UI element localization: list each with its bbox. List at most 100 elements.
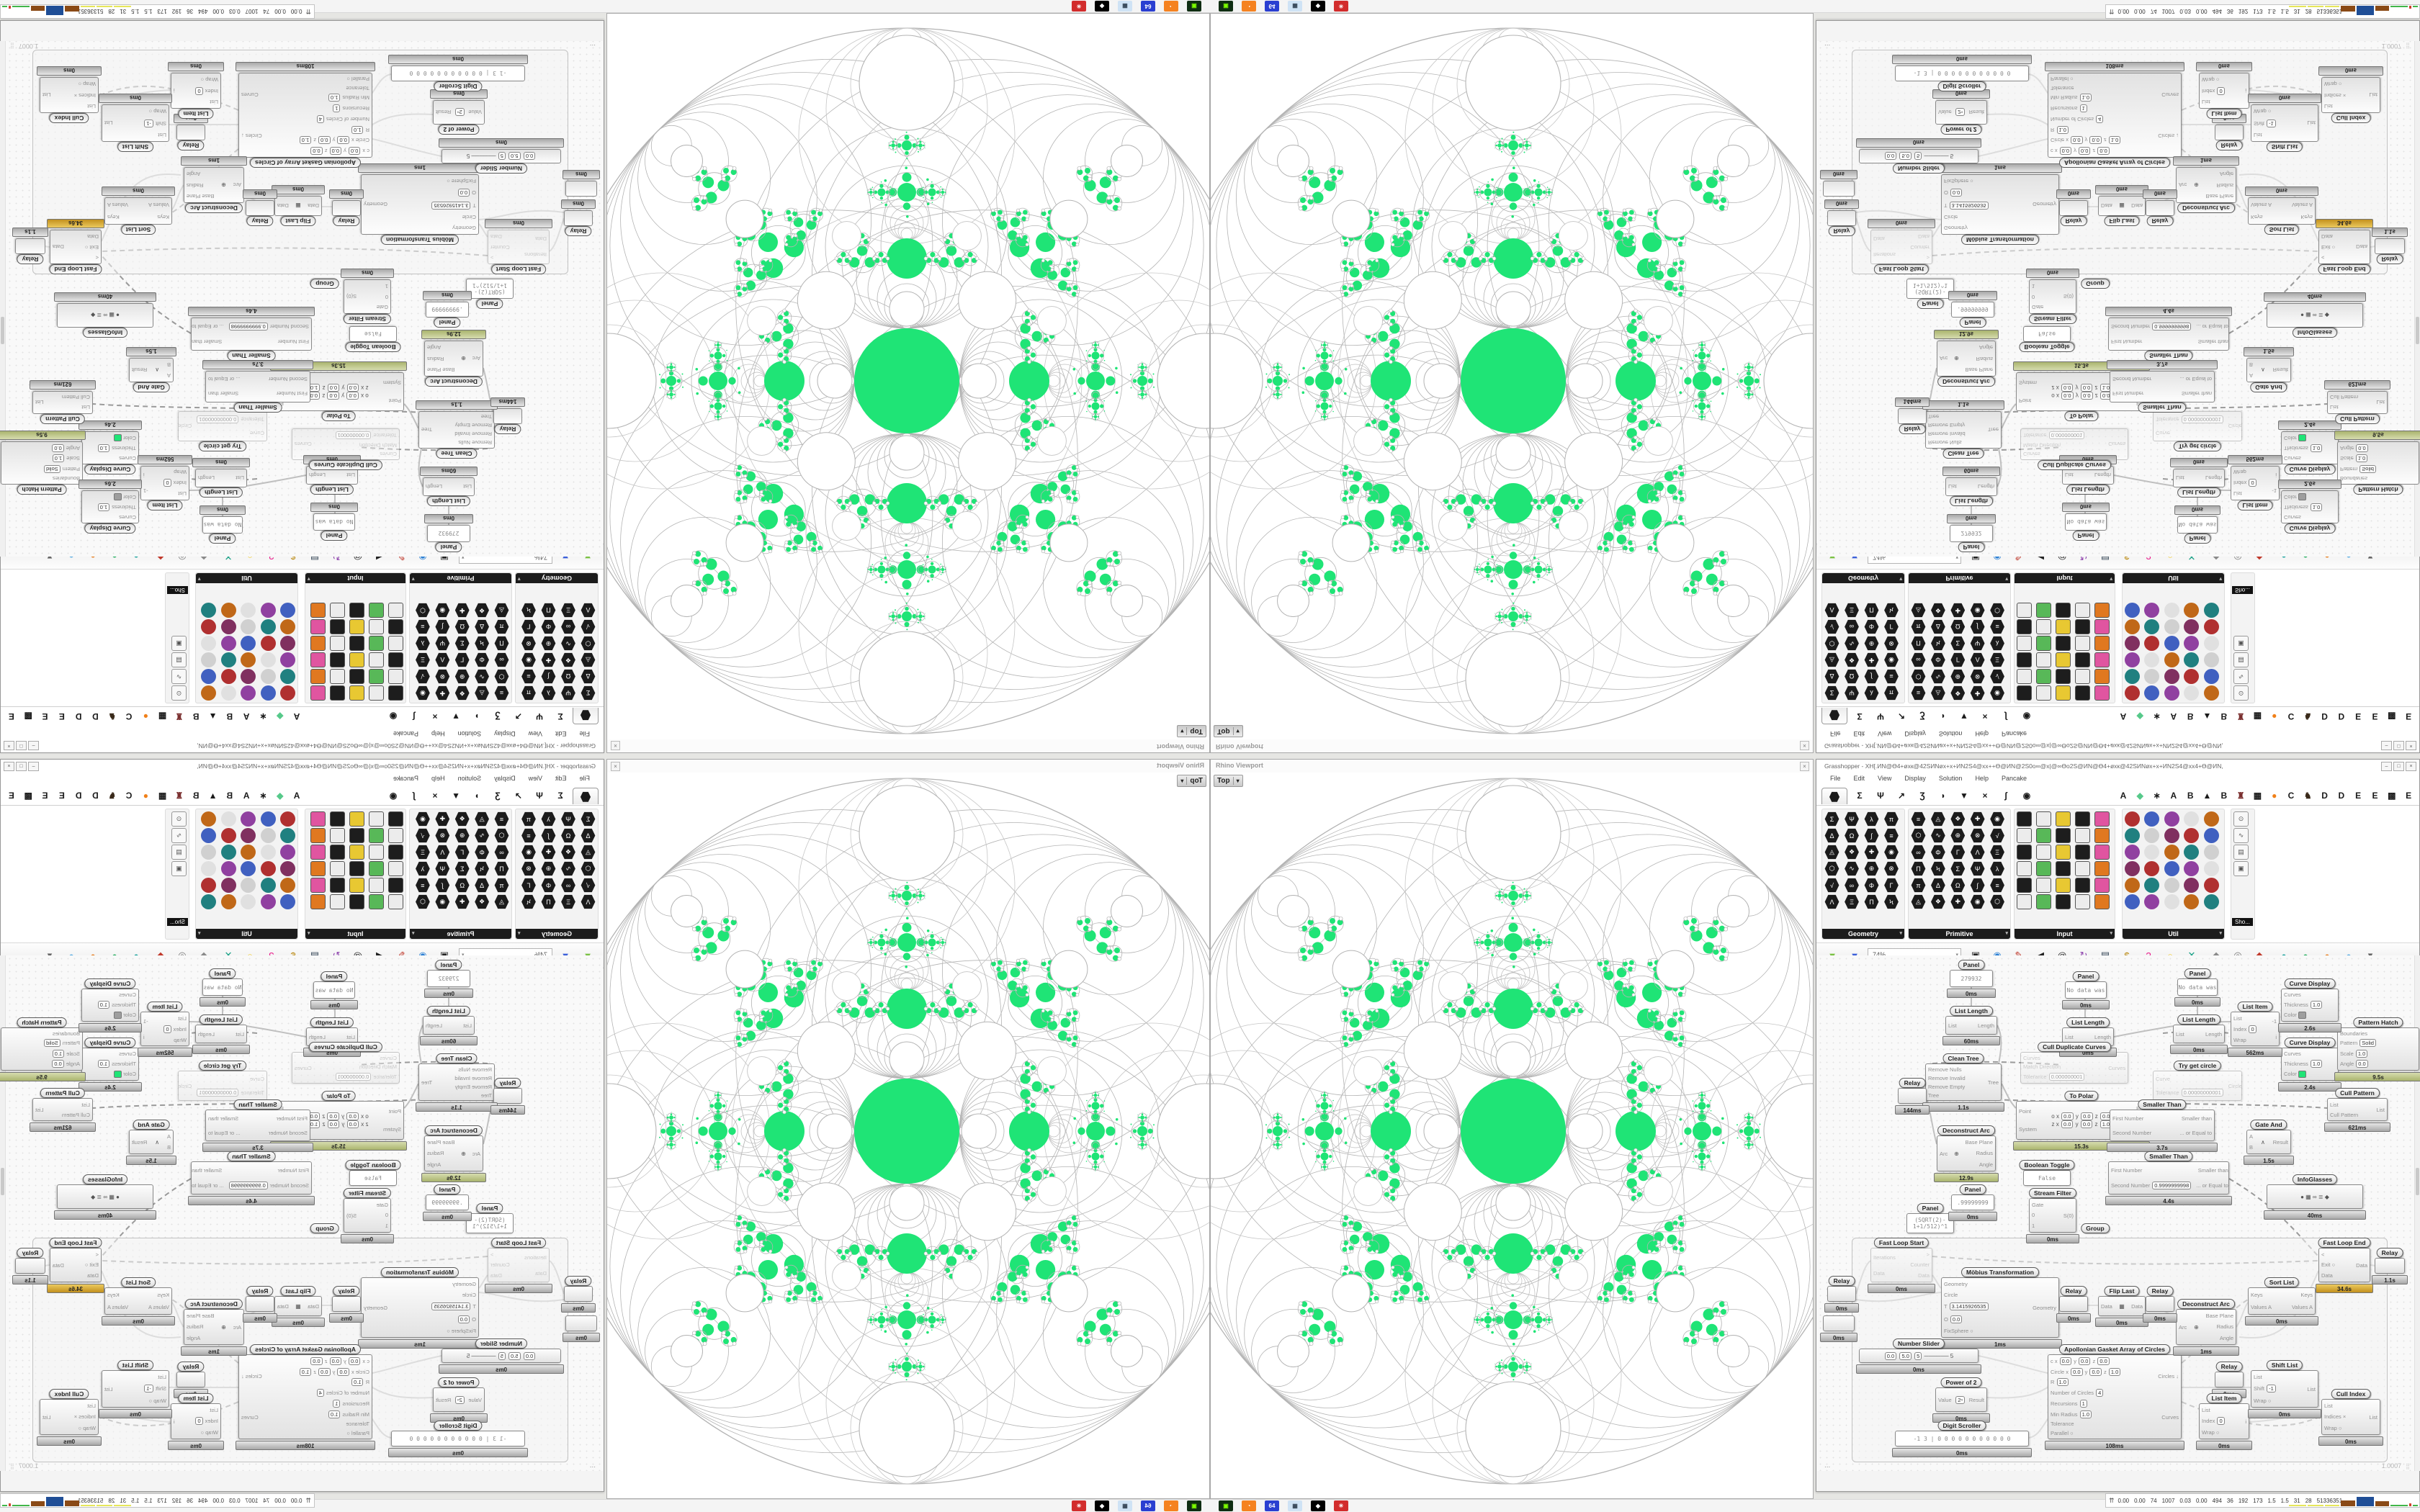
component-icon[interactable]: [330, 811, 345, 827]
component-icon[interactable]: λ: [1864, 811, 1879, 827]
component-icon[interactable]: Φ: [1864, 878, 1879, 893]
input-port[interactable]: List: [210, 1406, 218, 1413]
output-port[interactable]: Length: [309, 1033, 326, 1040]
value-chip[interactable]: 1.0: [328, 1410, 341, 1418]
tab-category-2[interactable]: Ψ: [536, 791, 543, 801]
input-port[interactable]: Thickness 1.0: [97, 1000, 136, 1009]
component-icon[interactable]: Ψ: [561, 811, 576, 827]
node-m-bius-transformation[interactable]: Geometry Circle T 3.1415926535 O 0.0 FixSphe…: [1941, 1277, 2059, 1338]
chevron-down-icon[interactable]: ▾: [1899, 931, 1902, 936]
value-chip[interactable]: 0.0: [2356, 1060, 2368, 1068]
output-port[interactable]: Length: [198, 1030, 215, 1038]
node-label-curve-display[interactable]: Curve Display: [84, 978, 136, 989]
component-icon[interactable]: [2164, 894, 2179, 909]
component-icon[interactable]: [2144, 894, 2160, 909]
canvas-scrollbar[interactable]: [2414, 955, 2420, 1471]
output-port[interactable]: Result: [132, 1138, 148, 1146]
node-relay[interactable]: [1898, 1088, 1927, 1104]
component-icon[interactable]: ◬: [1824, 845, 1839, 860]
component-icon[interactable]: Π: [541, 894, 556, 909]
component-icon[interactable]: Γ: [454, 845, 470, 860]
tab-plugin-0[interactable]: A: [2120, 791, 2127, 801]
node-label-flip-last[interactable]: Flip Last: [2104, 1286, 2140, 1296]
node-label-cull-index[interactable]: Cull Index: [2331, 1389, 2371, 1399]
close-icon[interactable]: ×: [1800, 762, 1809, 771]
output-port[interactable]: Angle: [427, 1161, 442, 1168]
component-icon[interactable]: ◬: [581, 845, 596, 860]
input-port[interactable]: Wrap ○: [200, 1429, 218, 1436]
node-label-digit-scroller[interactable]: Digit Scroller: [1937, 1421, 1986, 1431]
node-label-clean-tree[interactable]: Clean Tree: [436, 1053, 478, 1063]
value-chip[interactable]: 0.000000001: [2048, 1073, 2085, 1081]
value-chip[interactable]: 0.0: [457, 1315, 470, 1323]
tab-plugin-12[interactable]: D: [2321, 791, 2328, 801]
input-port[interactable]: Parallel ○: [346, 1430, 369, 1437]
ribbon-group-label[interactable]: Input ▾: [305, 929, 405, 939]
node-label-relay[interactable]: Relay: [177, 1362, 205, 1372]
node-label-curve-display[interactable]: Curve Display: [2284, 1038, 2336, 1048]
component-icon[interactable]: [2075, 861, 2090, 876]
node-number-slider[interactable]: 0.0 5.0 5 ────── 5: [442, 1349, 561, 1363]
input-port[interactable]: B: [2249, 1144, 2254, 1151]
node-panel[interactable]: No data was: [313, 981, 355, 999]
node-relay[interactable]: [1827, 1286, 1856, 1302]
value-chip[interactable]: 3.1415926535: [431, 1302, 471, 1311]
input-port[interactable]: Indices ×: [2324, 1413, 2347, 1421]
input-port[interactable]: List: [463, 1022, 472, 1029]
component-icon[interactable]: Γ: [521, 878, 537, 893]
node-gate-and[interactable]: A B ∧ Result: [129, 1130, 174, 1154]
grasshopper-titlebar[interactable]: Grasshopper - XH[.ИN@Ө4+øxк@42SИNøx+x+ИN…: [1816, 760, 2419, 772]
input-port[interactable]: Thickness 1.0: [97, 1059, 136, 1068]
value-chip[interactable]: 0.0: [2081, 1112, 2093, 1120]
input-port[interactable]: 1: [385, 1223, 388, 1230]
chevron-down-icon[interactable]: ▾: [2219, 931, 2222, 936]
component-icon[interactable]: [241, 861, 256, 876]
output-port[interactable]: Data: [277, 1302, 289, 1310]
component-icon[interactable]: [310, 811, 326, 827]
tab-plugin-5[interactable]: ▲: [2202, 791, 2212, 801]
node-list-item[interactable]: List Index 0 Wrap ○ i: [171, 1403, 221, 1439]
input-port[interactable]: Shift -1: [2254, 1385, 2277, 1393]
node-label-apollonian-gasket-array-of-circles[interactable]: Apollonian Gasket Array of Circles: [2059, 1344, 2170, 1354]
node-label-curve-display[interactable]: Curve Display: [84, 1038, 136, 1048]
color-swatch[interactable]: [2298, 1070, 2307, 1078]
component-icon[interactable]: Φ: [1931, 845, 1945, 860]
component-icon[interactable]: [2203, 878, 2219, 893]
node-label-panel[interactable]: Panel: [2072, 971, 2099, 981]
tab-plugin-1[interactable]: ◆: [277, 791, 284, 801]
input-port[interactable]: Recursions 1: [2051, 1399, 2121, 1408]
component-icon[interactable]: [349, 894, 364, 909]
component-icon[interactable]: Π: [1911, 861, 1926, 876]
component-icon[interactable]: ✚: [541, 845, 556, 860]
component-icon[interactable]: [2125, 811, 2140, 827]
node-label-m-bius-transformation[interactable]: Möbius Transformation: [1961, 1267, 2039, 1277]
output-port[interactable]: Curves: [2108, 1064, 2125, 1071]
value-chip[interactable]: 4: [2096, 1389, 2104, 1398]
component-icon[interactable]: [280, 845, 295, 860]
component-icon[interactable]: ❖: [454, 811, 470, 827]
value-chip[interactable]: 0: [2249, 1025, 2257, 1033]
input-port[interactable]: Data: [1873, 1269, 1885, 1277]
tab-plugin-3[interactable]: A: [2170, 791, 2177, 801]
component-icon[interactable]: [2036, 861, 2051, 876]
component-icon[interactable]: [2184, 828, 2200, 843]
component-icon[interactable]: ⊕: [454, 828, 470, 843]
input-port[interactable]: Circle x 0.0 y 0.0 z 1.0: [299, 1367, 369, 1376]
node-label-panel[interactable]: Panel: [1958, 960, 1985, 970]
component-icon[interactable]: [2056, 894, 2071, 909]
node-flip-last[interactable]: Data ▦ Data: [2098, 1296, 2146, 1316]
component-icon[interactable]: ⊗: [1970, 828, 1985, 843]
output-port[interactable]: Circle: [178, 1082, 192, 1089]
node-panel[interactable]: .99999999: [1951, 1194, 1994, 1210]
node-deconstruct-arc[interactable]: Arc ⊕ Base Plane Radius Angle: [2176, 1309, 2236, 1345]
component-icon[interactable]: [2075, 878, 2090, 893]
node-smaller-than[interactable]: First Number Second Number Smaller than...…: [2110, 1110, 2215, 1141]
component-icon[interactable]: [2036, 894, 2051, 909]
tab-plugin-9[interactable]: ●: [2272, 791, 2277, 801]
component-icon[interactable]: [369, 828, 384, 843]
input-port[interactable]: Wrap ○: [2324, 1424, 2342, 1431]
node-stream-filter[interactable]: Gate 0 1 S(0): [2029, 1198, 2076, 1233]
value-chip[interactable]: 0.0: [327, 1112, 339, 1120]
output-port[interactable]: Radius: [427, 1150, 444, 1157]
input-port[interactable]: Tolerance 0.000000001: [335, 1073, 397, 1081]
